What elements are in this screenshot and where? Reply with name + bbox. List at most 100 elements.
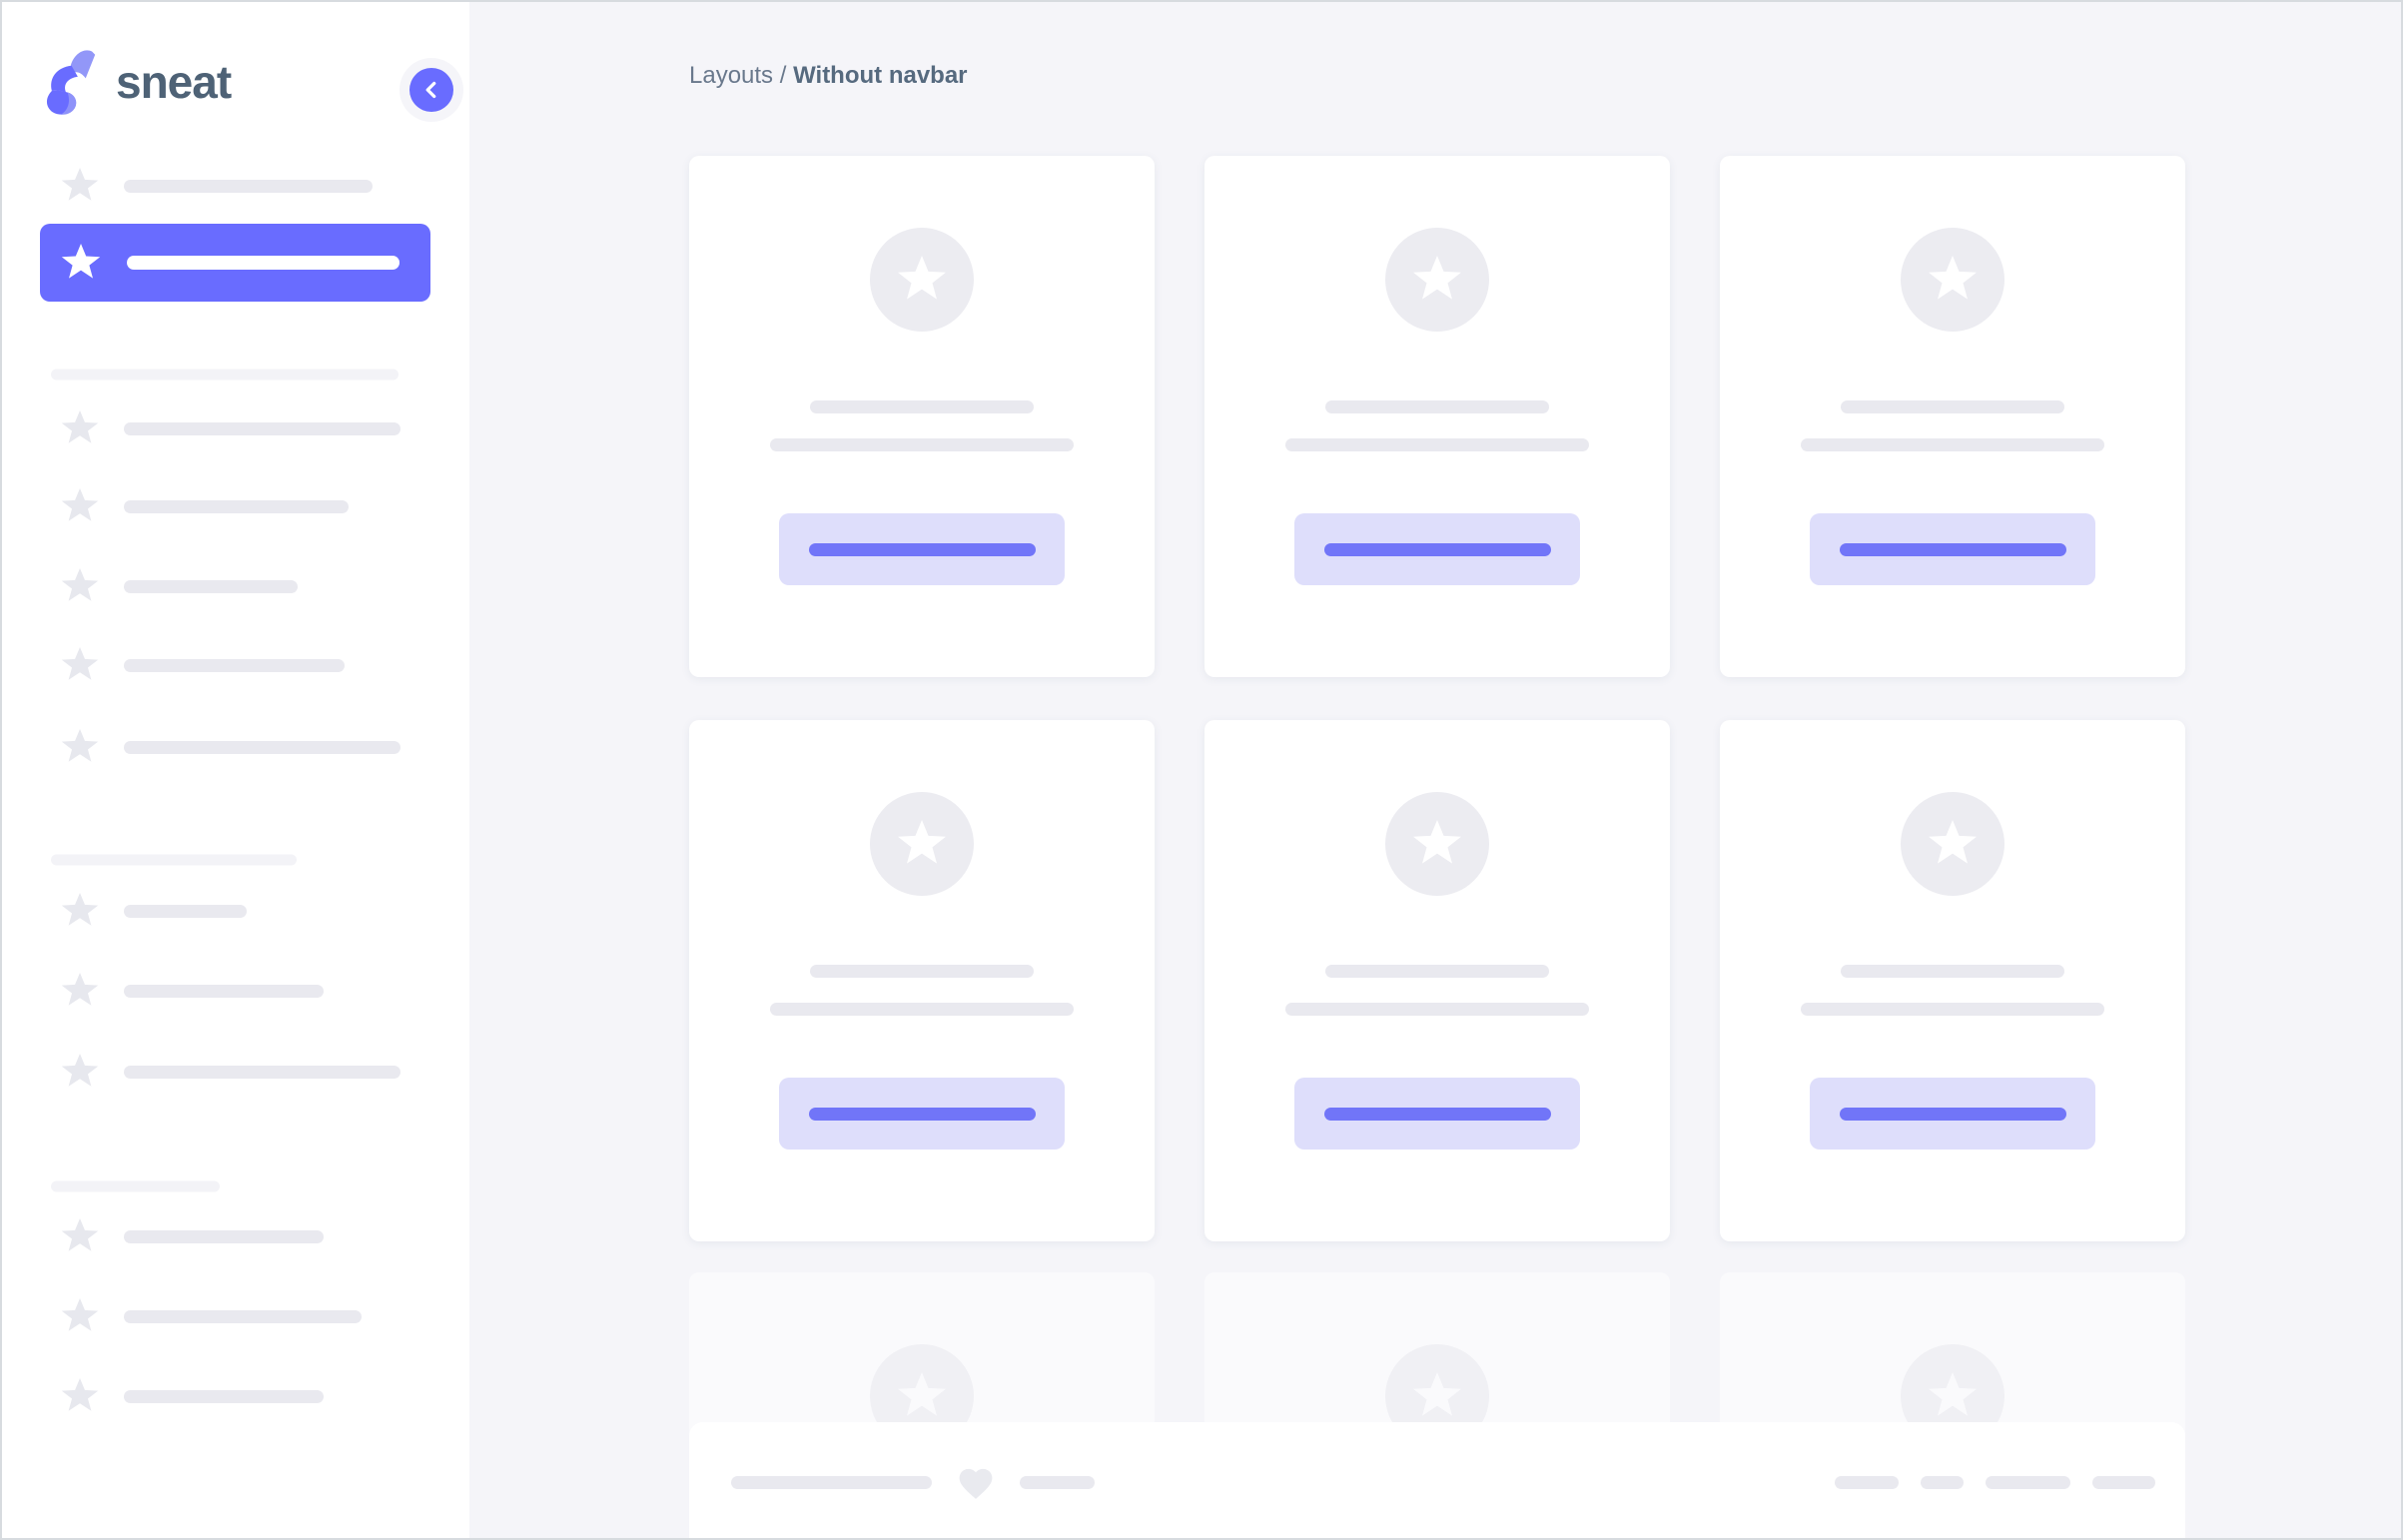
star-icon [61, 973, 99, 1006]
card-action-button[interactable] [779, 1078, 1065, 1150]
menu-label-placeholder [124, 421, 400, 435]
card-action-button[interactable] [1810, 513, 2095, 585]
card-text-placeholder [1801, 438, 2104, 451]
card-action-button[interactable] [779, 513, 1065, 585]
star-icon [61, 488, 99, 521]
star-icon [61, 168, 99, 201]
sidebar-item[interactable] [61, 488, 349, 524]
menu-label-placeholder [124, 984, 324, 998]
footer-link-placeholder [2092, 1475, 2155, 1489]
avatar-circle [870, 792, 974, 896]
card-action-button[interactable] [1294, 1078, 1580, 1150]
menu-label-placeholder [124, 658, 345, 672]
chevron-left-icon [409, 68, 453, 112]
sidebar-item-active[interactable] [40, 224, 430, 302]
star-icon [61, 647, 99, 680]
star-icon [61, 568, 99, 601]
sidebar-item[interactable] [61, 729, 400, 765]
button-label-placeholder [808, 542, 1036, 556]
avatar-circle [1385, 228, 1489, 332]
logo-text: sneat [116, 55, 232, 108]
star-icon [61, 244, 101, 279]
star-icon [898, 820, 946, 864]
star-icon [1929, 1372, 1977, 1416]
button-label-placeholder [1839, 1107, 2066, 1121]
placeholder-card [689, 156, 1155, 677]
card-action-button[interactable] [1294, 513, 1580, 585]
avatar-circle [870, 228, 974, 332]
card-text-placeholder [810, 965, 1034, 978]
menu-label-placeholder [124, 1389, 324, 1403]
card-text-placeholder [770, 438, 1074, 451]
sidebar-item[interactable] [61, 168, 373, 204]
card-text-placeholder [1285, 438, 1589, 451]
heart-icon [956, 1464, 996, 1500]
sidebar-item[interactable] [61, 893, 247, 929]
footer [689, 1422, 2185, 1538]
card-text-placeholder [1325, 965, 1549, 978]
star-icon [61, 1054, 99, 1087]
sidebar-item[interactable] [61, 647, 345, 683]
button-label-placeholder [1323, 1107, 1551, 1121]
star-icon [61, 1298, 99, 1331]
menu-section-divider [51, 1180, 220, 1192]
sidebar-item[interactable] [61, 1218, 324, 1254]
logo[interactable]: sneat [44, 44, 232, 119]
card-text-placeholder [770, 1003, 1074, 1016]
star-icon [61, 1378, 99, 1411]
star-icon [61, 729, 99, 762]
star-icon [1929, 820, 1977, 864]
sidebar-collapse-button[interactable] [400, 58, 463, 122]
menu-label-placeholder [127, 256, 400, 270]
footer-link-placeholder [1986, 1475, 2070, 1489]
breadcrumb-separator: / [773, 62, 794, 89]
sidebar-item[interactable] [61, 1298, 362, 1334]
footer-right-cluster [1813, 1475, 2155, 1489]
breadcrumb-parent[interactable]: Layouts [689, 62, 774, 89]
star-icon [898, 256, 946, 300]
button-label-placeholder [808, 1107, 1036, 1121]
menu-label-placeholder [124, 179, 373, 193]
card-text-placeholder [1841, 965, 2064, 978]
star-icon [1929, 256, 1977, 300]
avatar-circle [1385, 792, 1489, 896]
card-text-placeholder [1285, 1003, 1589, 1016]
menu-label-placeholder [124, 904, 247, 918]
footer-link-placeholder [1921, 1475, 1964, 1489]
sidebar-item[interactable] [61, 410, 400, 446]
avatar-circle [1901, 228, 2004, 332]
sidebar-item[interactable] [61, 1054, 400, 1090]
star-icon [1413, 1372, 1461, 1416]
card-action-button[interactable] [1810, 1078, 2095, 1150]
star-icon [1413, 820, 1461, 864]
sidebar-item[interactable] [61, 973, 324, 1009]
card-text-placeholder [1841, 400, 2064, 413]
placeholder-card [689, 720, 1155, 1241]
star-icon [898, 1372, 946, 1416]
star-icon [1413, 256, 1461, 300]
placeholder-card [1204, 720, 1670, 1241]
sidebar-item[interactable] [61, 1378, 324, 1414]
card-text-placeholder [810, 400, 1034, 413]
sidebar: sneat [2, 2, 469, 1538]
avatar-circle [1901, 792, 2004, 896]
menu-label-placeholder [124, 499, 349, 513]
footer-text-placeholder [731, 1475, 932, 1489]
footer-left-cluster [731, 1464, 1119, 1500]
menu-label-placeholder [124, 1065, 400, 1079]
star-icon [61, 1218, 99, 1251]
placeholder-card [1720, 720, 2185, 1241]
card-text-placeholder [1801, 1003, 2104, 1016]
star-icon [61, 410, 99, 443]
breadcrumb-current: Without navbar [793, 62, 968, 89]
footer-text-placeholder [1020, 1475, 1095, 1489]
button-label-placeholder [1323, 542, 1551, 556]
footer-link-placeholder [1835, 1475, 1899, 1489]
menu-section-divider [51, 854, 297, 866]
star-icon [61, 893, 99, 926]
sidebar-item[interactable] [61, 568, 298, 604]
placeholder-card [1720, 156, 2185, 677]
menu-label-placeholder [124, 740, 400, 754]
menu-label-placeholder [124, 579, 298, 593]
